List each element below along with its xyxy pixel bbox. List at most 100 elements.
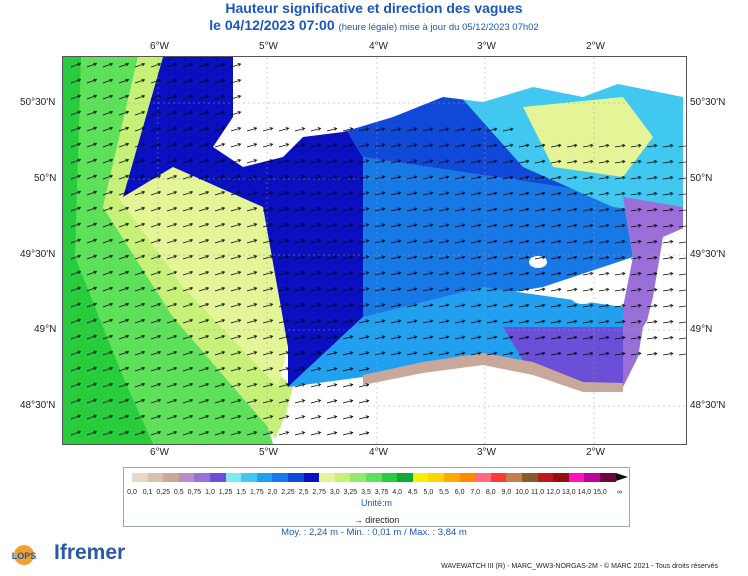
wave-direction-arrowhead [221, 318, 226, 323]
wave-direction-arrowhead [573, 319, 578, 324]
wave-direction-arrow [198, 191, 209, 196]
wave-direction-arrow [630, 288, 641, 292]
lon-label-top: 2°W [586, 41, 605, 52]
wave-direction-arrow [326, 192, 337, 196]
wave-direction-arrow [470, 352, 481, 356]
wave-direction-arrow [358, 256, 369, 260]
wave-direction-arrow [198, 383, 209, 388]
wave-direction-arrowhead [125, 190, 130, 195]
wave-direction-arrowhead [221, 126, 226, 131]
wave-direction-arrow [550, 192, 561, 196]
wave-direction-arrowhead [77, 286, 82, 291]
wave-direction-arrow [150, 255, 161, 260]
wave-direction-arrow [134, 95, 145, 100]
wave-direction-arrow [134, 367, 145, 372]
wave-direction-arrow [182, 335, 193, 340]
wave-direction-arrowhead [381, 159, 386, 163]
wave-direction-arrow [294, 191, 305, 196]
wave-direction-arrow [214, 367, 225, 372]
wave-direction-arrowhead [141, 158, 146, 163]
wave-direction-arrowhead [461, 351, 466, 356]
wave-direction-arrowhead [301, 287, 306, 291]
legend-label: 1,25 [218, 489, 233, 496]
wave-direction-arrow [534, 304, 545, 308]
wave-direction-arrow [534, 208, 545, 212]
wave-direction-arrowhead [637, 159, 642, 164]
wave-direction-arrowhead [557, 223, 562, 228]
wave-direction-arrow [534, 176, 545, 180]
wave-direction-arrow [294, 399, 305, 404]
wave-direction-arrowhead [157, 302, 162, 307]
wave-direction-arrow [150, 319, 161, 324]
wave-direction-arrowhead [429, 303, 434, 308]
wave-direction-arrow [102, 255, 113, 260]
wave-direction-arrowhead [253, 207, 258, 211]
wave-direction-arrowhead [365, 367, 370, 371]
wave-direction-arrow [70, 159, 81, 164]
wave-direction-arrowhead [349, 383, 354, 387]
wave-direction-arrowhead [205, 206, 210, 211]
wave-direction-arrowhead [589, 223, 594, 228]
wave-direction-arrow [422, 288, 433, 292]
wave-direction-arrowhead [269, 367, 274, 371]
wave-direction-arrowhead [125, 366, 130, 371]
wave-direction-arrow [630, 272, 641, 276]
wave-direction-arrow [246, 143, 257, 148]
wave-direction-arrow [246, 383, 257, 388]
legend-label: 13,0 [561, 489, 576, 496]
wave-direction-arrowhead [285, 239, 290, 243]
wave-direction-arrowhead [429, 143, 434, 148]
legend-swatch [319, 473, 335, 482]
wave-direction-arrow [390, 352, 401, 356]
wave-direction-arrow [534, 288, 545, 292]
wave-direction-arrow [166, 239, 177, 244]
wave-direction-arrowhead [173, 78, 178, 83]
wave-direction-arrow [662, 337, 673, 340]
wave-direction-arrow [646, 257, 657, 260]
wave-direction-arrow [102, 399, 113, 404]
wave-direction-arrowhead [93, 254, 98, 259]
wave-direction-arrowhead [237, 303, 242, 307]
wave-direction-arrowhead [461, 207, 466, 212]
wave-direction-arrowhead [573, 303, 578, 308]
wave-direction-arrowhead [365, 191, 370, 195]
wave-direction-arrowhead [301, 207, 306, 211]
wave-direction-arrowhead [109, 254, 114, 259]
legend-label: 7,0 [470, 489, 481, 496]
wave-direction-arrowhead [605, 351, 610, 356]
wave-direction-arrow [278, 239, 289, 244]
wave-direction-arrowhead [541, 175, 546, 180]
wave-direction-arrowhead [317, 335, 322, 339]
wave-direction-arrow [214, 239, 225, 244]
wave-direction-arrow [374, 272, 385, 276]
wave-direction-arrowhead [445, 175, 450, 180]
wave-direction-arrowhead [109, 398, 114, 403]
wave-direction-arrowhead [525, 207, 530, 212]
wave-direction-arrow [214, 111, 225, 116]
wave-direction-arrow [246, 415, 257, 420]
wave-direction-arrow [246, 335, 257, 340]
wave-direction-arrow [390, 144, 401, 148]
wave-direction-arrowhead [621, 239, 626, 244]
wave-direction-arrow [182, 367, 193, 372]
wave-map[interactable] [62, 56, 687, 445]
wave-direction-arrow [342, 176, 353, 180]
wave-direction-arrowhead [157, 270, 162, 275]
wave-direction-arrow [310, 399, 321, 404]
wave-direction-arrow [486, 128, 497, 132]
wave-direction-arrowhead [669, 271, 674, 276]
wave-direction-arrow [214, 431, 225, 436]
legend-label: 3,5 [361, 489, 371, 496]
wave-direction-arrow [374, 128, 385, 132]
island-guernsey [529, 256, 547, 268]
wave-direction-arrowhead [429, 255, 434, 260]
wave-direction-arrowhead [605, 303, 610, 308]
wave-direction-arrow [502, 208, 513, 212]
wave-direction-arrow [134, 415, 145, 420]
wave-direction-arrow [118, 399, 129, 404]
wave-direction-arrowhead [205, 382, 210, 387]
legend-swatch [210, 473, 226, 482]
wave-direction-arrowhead [317, 367, 322, 371]
wave-direction-arrow [230, 367, 241, 372]
wave-direction-arrow [422, 176, 433, 180]
